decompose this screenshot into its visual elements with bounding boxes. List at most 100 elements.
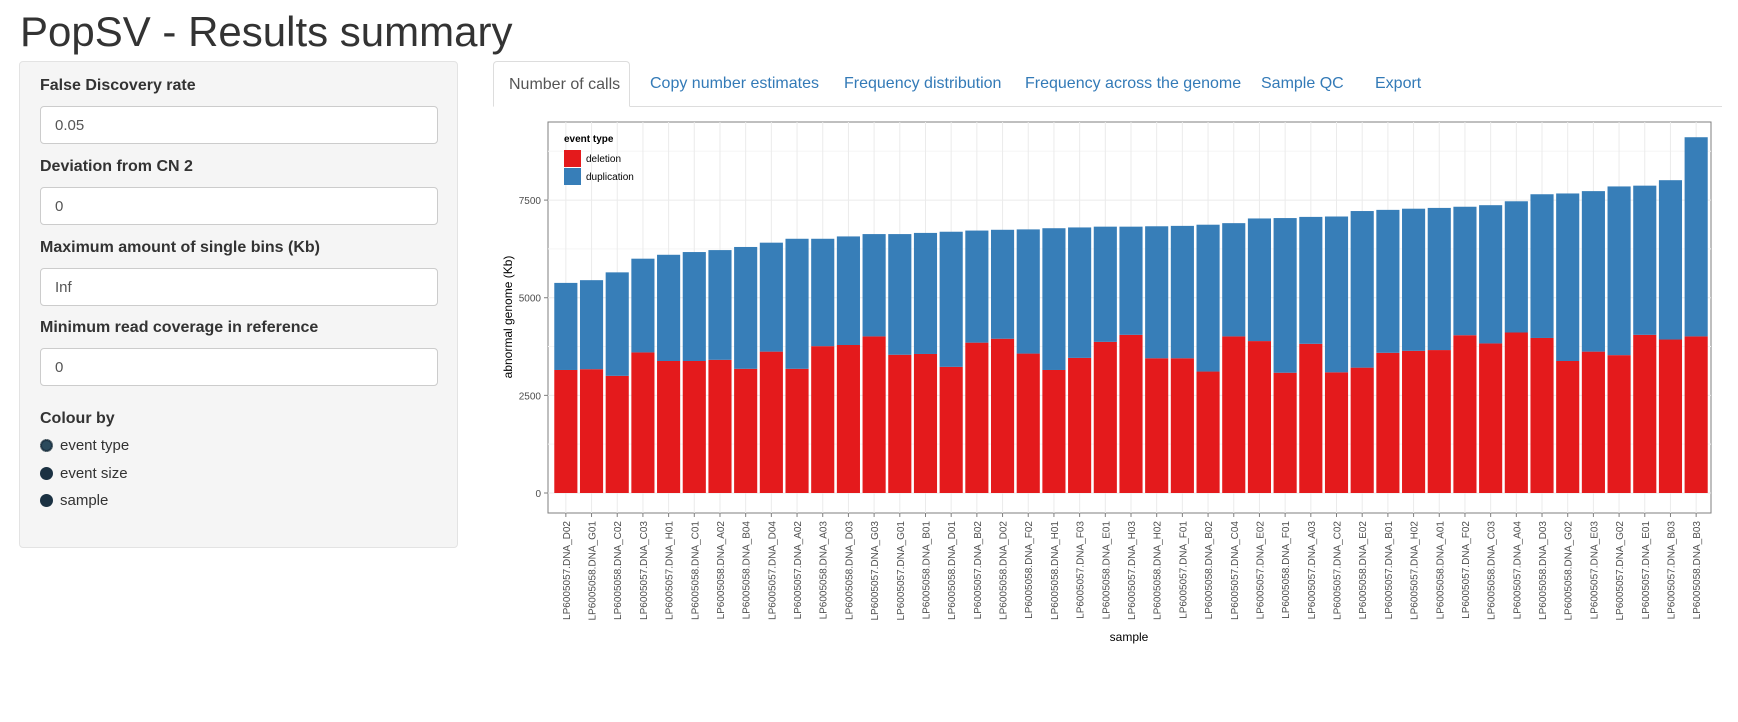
x-tick-label: LP6005058.DNA_A01 xyxy=(1435,521,1446,620)
x-tick-label: LP6005058.DNA_E02 xyxy=(1358,521,1369,620)
bar-deletion xyxy=(965,342,989,493)
y-tick-label: 2500 xyxy=(519,391,542,402)
bar-deletion xyxy=(785,368,809,493)
bar-deletion xyxy=(1170,358,1194,493)
x-tick-label: LP6005057.DNA_B01 xyxy=(1384,521,1395,620)
bar-duplication xyxy=(1556,193,1580,362)
bar-duplication xyxy=(990,229,1015,339)
bar-deletion xyxy=(1581,351,1605,493)
bar-duplication xyxy=(965,230,989,343)
bar-duplication xyxy=(1170,225,1194,359)
radio-event-type[interactable]: event type xyxy=(40,437,129,454)
bar-deletion xyxy=(811,346,835,493)
bar-deletion xyxy=(579,369,604,493)
radio-label: event type xyxy=(60,437,130,454)
cn-deviation-input[interactable] xyxy=(40,187,438,225)
bar-duplication xyxy=(1427,207,1451,351)
legend-title: event type xyxy=(564,134,614,145)
bar-deletion xyxy=(1658,339,1683,493)
bar-deletion xyxy=(1299,343,1323,493)
bar-duplication xyxy=(682,252,706,362)
bar-duplication xyxy=(631,258,655,353)
bar-duplication xyxy=(939,231,963,367)
bar-duplication xyxy=(913,232,938,354)
bar-duplication xyxy=(554,282,578,370)
bar-duplication xyxy=(1119,226,1143,335)
x-tick-label: LP6005058.DNA_D02 xyxy=(999,521,1010,620)
x-tick-label: LP6005058.DNA_F02 xyxy=(1024,521,1035,619)
fdr-input[interactable] xyxy=(40,106,438,144)
x-tick-label: LP6005057.DNA_A04 xyxy=(1512,521,1523,620)
bar-deletion xyxy=(1016,353,1040,493)
x-tick-label: LP6005057.DNA_E01 xyxy=(1641,521,1652,620)
bar-deletion xyxy=(1427,350,1451,493)
legend-label-deletion: deletion xyxy=(586,154,621,165)
bar-deletion xyxy=(1504,332,1528,493)
y-tick-label: 7500 xyxy=(519,196,542,207)
sidebar-panel: False Discovery rate Deviation from CN 2… xyxy=(19,61,458,548)
x-tick-label: LP6005057.DNA_G03 xyxy=(870,521,881,621)
bar-deletion xyxy=(708,359,732,493)
bar-deletion xyxy=(1607,355,1631,493)
tab-sample-qc[interactable]: Sample QC xyxy=(1261,75,1344,92)
bar-deletion xyxy=(1350,367,1374,493)
min-coverage-input[interactable] xyxy=(40,348,438,386)
bar-duplication xyxy=(1145,226,1169,359)
bar-deletion xyxy=(939,366,963,493)
radio-event-size[interactable]: event size xyxy=(40,465,128,482)
max-single-bins-input[interactable] xyxy=(40,268,438,306)
x-tick-label: LP6005057.DNA_D02 xyxy=(562,521,573,620)
bar-duplication xyxy=(836,236,860,345)
bar-deletion xyxy=(836,344,860,493)
bar-deletion xyxy=(631,352,655,493)
tab-frequency-distribution[interactable]: Frequency distribution xyxy=(844,75,1002,92)
radio-button-icon[interactable] xyxy=(40,467,53,480)
bar-duplication xyxy=(1016,229,1040,354)
x-tick-label: LP6005058.DNA_C02 xyxy=(613,521,624,620)
bar-duplication xyxy=(1324,216,1349,373)
bar-duplication xyxy=(1222,223,1246,337)
x-tick-label: LP6005058.DNA_E01 xyxy=(1101,521,1112,620)
tab-export[interactable]: Export xyxy=(1375,75,1422,92)
x-tick-label: LP6005057.DNA_D04 xyxy=(767,521,778,620)
tab-frequency-across-genome[interactable]: Frequency across the genome xyxy=(1025,75,1242,92)
bar-deletion xyxy=(1247,341,1272,493)
x-tick-label: LP6005057.DNA_E03 xyxy=(1589,521,1600,620)
x-tick-label: LP6005057.DNA_C02 xyxy=(1333,521,1344,620)
x-tick-label: LP6005057.DNA_H01 xyxy=(665,521,676,620)
radio-sample[interactable]: sample xyxy=(40,492,108,509)
y-axis-label: abnormal genome (Kb) xyxy=(501,256,515,379)
min-coverage-label: Minimum read coverage in reference xyxy=(40,319,319,336)
radio-button-icon[interactable] xyxy=(40,494,53,507)
x-tick-label: LP6005058.DNA_C03 xyxy=(1487,521,1498,620)
x-tick-label: LP6005058.DNA_D03 xyxy=(844,521,855,620)
tab-copy-number-estimates[interactable]: Copy number estimates xyxy=(650,75,819,92)
tab-bar: Number of calls Copy number estimates Fr… xyxy=(493,61,1722,107)
bar-duplication xyxy=(1068,227,1092,358)
tab-number-of-calls[interactable]: Number of calls xyxy=(493,61,630,107)
bar-deletion xyxy=(682,361,706,493)
x-tick-label: LP6005057.DNA_A03 xyxy=(1307,521,1318,620)
bar-deletion xyxy=(1119,334,1143,493)
bar-duplication xyxy=(1633,185,1657,335)
bar-duplication xyxy=(1684,137,1708,337)
x-tick-label: LP6005057.DNA_C03 xyxy=(639,521,650,620)
bar-deletion xyxy=(862,336,886,493)
bar-deletion xyxy=(1273,372,1297,493)
bar-deletion xyxy=(888,354,912,493)
y-tick-label: 0 xyxy=(535,489,541,500)
bar-deletion xyxy=(1684,336,1708,493)
bar-duplication xyxy=(1247,218,1272,342)
radio-button-icon[interactable] xyxy=(40,439,53,452)
bar-deletion xyxy=(657,361,681,493)
bar-duplication xyxy=(605,272,629,376)
bar-deletion xyxy=(605,375,629,493)
x-tick-label: LP6005058.DNA_G02 xyxy=(1564,521,1575,621)
x-tick-label: LP6005057.DNA_A02 xyxy=(793,521,804,620)
x-tick-label: LP6005057.DNA_H03 xyxy=(1127,521,1138,620)
legend-swatch-deletion xyxy=(564,150,581,167)
bar-deletion xyxy=(1196,371,1220,493)
stacked-bar-chart: 0 2500 5000 7500 LP6005057.DNA_D02 LP6005058… xyxy=(501,121,1712,644)
legend-label-duplication: duplication xyxy=(586,172,634,183)
bar-duplication xyxy=(1196,224,1220,372)
